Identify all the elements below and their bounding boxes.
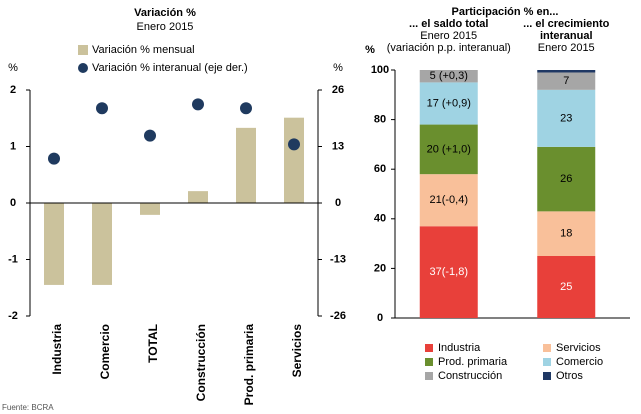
- bar-segment: [537, 146, 596, 212]
- x-tick-label: Industria: [50, 324, 64, 375]
- y-tick-label: 100: [371, 64, 389, 76]
- dot: [48, 152, 60, 165]
- y-tick-label: 0: [10, 197, 16, 209]
- y-tick-label: 20: [374, 262, 386, 274]
- x-tick-label: Prod. primaria: [242, 324, 256, 406]
- dot: [240, 102, 252, 115]
- y-tick-label: 1: [10, 140, 16, 152]
- x-tick-label: Construcción: [194, 324, 208, 401]
- legend-swatch: [425, 344, 433, 352]
- y-tick-label: -1: [8, 253, 18, 265]
- legend-swatch: [78, 63, 88, 73]
- value-label: 25: [560, 281, 572, 293]
- bar: [140, 203, 160, 215]
- value-label: 7: [563, 75, 569, 87]
- legend-label: Servicios: [556, 342, 601, 354]
- y2-tick-label: 13: [332, 140, 344, 152]
- dot: [144, 129, 156, 142]
- bar-segment: [537, 70, 596, 73]
- bar-segment: [419, 174, 478, 227]
- chart-title: Variación %: [134, 7, 196, 19]
- value-label: 5 (+0,3): [430, 70, 468, 82]
- category-header: ... el saldo total: [409, 18, 488, 30]
- x-tick-label: Servicios: [290, 324, 304, 378]
- y-tick-label: 2: [10, 84, 16, 96]
- y2-axis-label: %: [333, 62, 343, 74]
- bar: [92, 203, 112, 285]
- legend-swatch: [543, 372, 551, 380]
- y-axis-label: %: [8, 62, 18, 74]
- source: Fuente: BCRA: [2, 403, 54, 412]
- value-label: 26: [560, 173, 572, 185]
- bar-segment: [537, 89, 596, 147]
- value-label: 20 (+1,0): [427, 143, 471, 155]
- legend-swatch: [543, 344, 551, 352]
- bar-segment: [537, 211, 596, 256]
- chart-title: Participación % en...: [452, 6, 559, 18]
- category-note: (variación p.p. interanual): [387, 42, 511, 54]
- x-tick-label: TOTAL: [146, 324, 160, 363]
- bar-segment: [419, 124, 478, 175]
- value-label: 37(-1,8): [429, 266, 468, 278]
- value-label: 23: [560, 112, 572, 124]
- x-tick-label: Comercio: [98, 324, 112, 379]
- value-label: 18: [560, 228, 572, 240]
- bar-segment: [537, 256, 596, 318]
- y2-tick-label: -13: [330, 253, 346, 265]
- bar-segment: [537, 72, 596, 90]
- legend-label: Variación % mensual: [92, 44, 195, 56]
- bar: [236, 127, 256, 203]
- category-header: ... el crecimiento interanual: [523, 18, 609, 42]
- legend-swatch: [543, 358, 551, 366]
- bar: [188, 191, 208, 203]
- bar-segment: [419, 70, 478, 83]
- legend-label: Industria: [438, 342, 481, 354]
- legend-label: Comercio: [556, 356, 603, 368]
- value-label: 17 (+0,9): [427, 97, 471, 109]
- y-tick-label: 0: [377, 312, 383, 324]
- bar: [284, 117, 304, 203]
- legend-swatch: [78, 45, 88, 55]
- y-axis-label: %: [365, 44, 375, 56]
- y2-tick-label: -26: [330, 310, 346, 322]
- legend-label: Otros: [556, 370, 583, 382]
- legend-label: Variación % interanual (eje der.): [92, 62, 248, 74]
- legend-label: Prod. primaria: [438, 356, 508, 368]
- chart-subtitle: Enero 2015: [137, 21, 194, 33]
- y2-tick-label: 0: [335, 197, 341, 209]
- y-tick-label: -2: [8, 310, 18, 322]
- category-note: Enero 2015: [420, 30, 477, 42]
- value-label: 21(-0,4): [429, 194, 468, 206]
- dot: [288, 138, 300, 151]
- dot: [96, 102, 108, 115]
- dot: [192, 98, 204, 111]
- y-tick-label: 40: [374, 213, 386, 225]
- y-tick-label: 60: [374, 163, 386, 175]
- legend-label: Construcción: [438, 370, 502, 382]
- bar: [44, 203, 64, 285]
- bar-segment: [419, 226, 478, 318]
- bar-segment: [419, 82, 478, 125]
- y-tick-label: 80: [374, 114, 386, 126]
- y2-tick-label: 26: [332, 84, 344, 96]
- legend-swatch: [425, 358, 433, 366]
- category-note: Enero 2015: [538, 42, 595, 54]
- legend-swatch: [425, 372, 433, 380]
